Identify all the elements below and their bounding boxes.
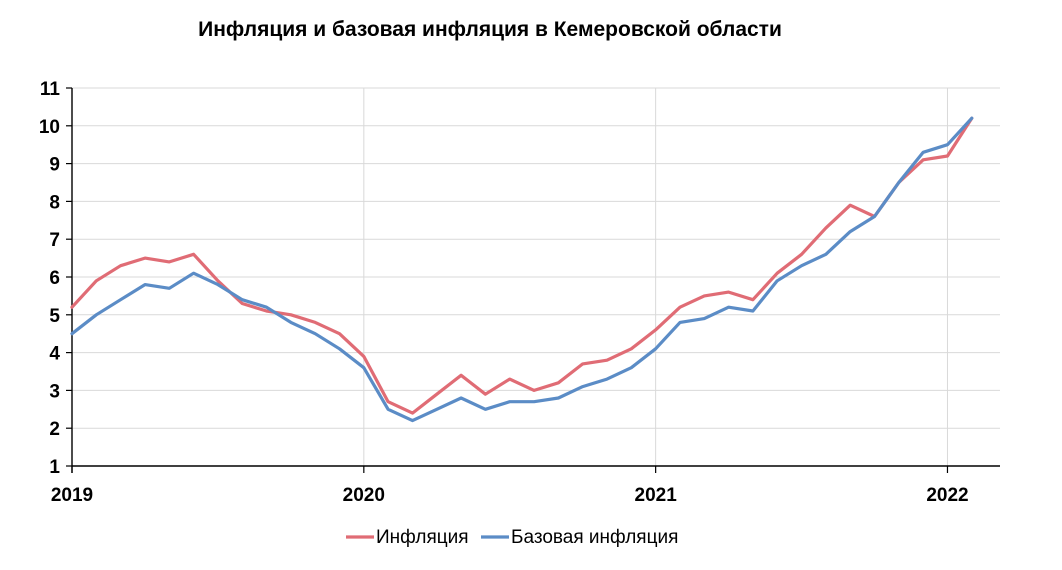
- x-tick-label: 2020: [343, 485, 385, 506]
- y-tick-label: 4: [49, 344, 60, 365]
- y-tick-label: 7: [49, 230, 60, 251]
- legend-label: Инфляция: [376, 527, 469, 548]
- grid: [72, 87, 1000, 466]
- y-tick-label: 5: [49, 306, 60, 327]
- legend-label: Базовая инфляция: [511, 527, 678, 548]
- y-tick-label: 2: [49, 419, 60, 440]
- legend: Инфляция Базовая инфляция: [346, 527, 678, 548]
- y-tick-label: 11: [40, 79, 61, 100]
- y-tick-labels: 1 2 3 4 5 6 7 8 9 10 11: [39, 79, 61, 478]
- series-line-inflation: [70, 116, 974, 415]
- y-tick-label: 8: [49, 192, 60, 213]
- series-lines: [70, 116, 974, 423]
- axes: [66, 87, 1000, 473]
- x-tick-label: 2019: [51, 485, 93, 506]
- y-tick-label: 1: [49, 457, 60, 478]
- y-tick-label: 3: [49, 381, 60, 402]
- y-tick-label: 9: [49, 155, 60, 176]
- x-tick-label: 2021: [635, 485, 678, 506]
- x-tick-labels: 2019 2020 2021 2022: [51, 485, 969, 506]
- chart-title: Инфляция и базовая инфляция в Кемеровско…: [198, 18, 782, 41]
- y-tick-label: 6: [49, 268, 60, 289]
- x-tick-label: 2022: [926, 485, 968, 506]
- series-line-core-inflation: [70, 116, 974, 423]
- y-tick-label: 10: [39, 117, 60, 138]
